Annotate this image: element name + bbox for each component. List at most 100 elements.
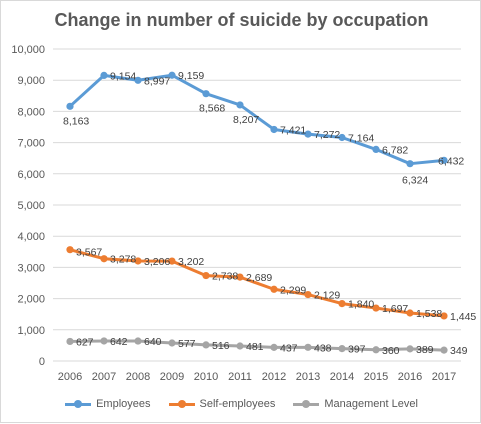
data-point [168,257,176,265]
data-point [134,257,142,265]
data-label: 516 [212,340,230,352]
data-point [202,341,210,349]
data-point [372,304,380,312]
data-label: 397 [348,344,366,356]
data-point [66,246,74,254]
data-label: 642 [110,336,128,348]
y-tick-label: 7,000 [17,138,45,150]
data-point [236,273,244,281]
x-tick-label: 2007 [92,371,116,383]
y-tick-label: 1,000 [17,325,45,337]
data-label: 438 [314,342,332,354]
y-tick-label: 8,000 [17,106,45,118]
data-label: 9,159 [178,70,204,82]
data-point [406,345,414,353]
legend-item: Management Level [293,398,418,410]
data-point [304,290,312,299]
series-line [69,248,445,318]
data-point [168,71,176,79]
legend-label: Management Level [324,398,418,410]
data-label: 6,324 [402,175,428,187]
data-point [270,125,278,134]
data-label: 7,164 [348,132,374,144]
x-tick-label: 2006 [58,371,82,383]
data-label: 349 [450,345,468,357]
data-label: 627 [76,336,94,348]
x-tick-label: 2008 [126,371,150,383]
data-point [440,312,448,320]
data-label: 1,697 [382,303,408,315]
x-tick-label: 2014 [330,371,354,383]
legend-label: Self-employees [199,398,276,410]
y-tick-label: 3,000 [17,262,45,274]
legend-swatch [293,398,320,410]
data-point [100,71,108,79]
data-label: 577 [178,338,196,350]
data-label: 7,272 [314,129,340,141]
data-label: 3,202 [178,256,204,268]
x-tick-label: 2015 [364,371,388,383]
data-point [270,285,278,293]
data-point [406,309,414,317]
series-line [69,339,445,352]
data-point [440,156,448,164]
y-tick-label: 2,000 [17,294,45,306]
data-label: 2,129 [314,290,340,302]
data-label: 481 [246,341,264,353]
legend-label: Employees [96,398,151,410]
data-point [236,101,244,109]
data-point [100,255,108,263]
data-point [134,337,142,345]
legend-swatch [168,398,195,410]
series-line [68,73,445,166]
x-tick-label: 2011 [228,371,252,383]
data-label: 389 [416,344,434,356]
data-label: 437 [280,342,298,354]
data-point [304,130,312,138]
y-tick-label: 10,000 [11,44,45,56]
data-point [66,102,74,110]
data-point [304,343,312,351]
data-label: 1,445 [450,311,476,323]
data-label: 640 [144,336,162,348]
data-label: 6,432 [438,155,464,167]
data-point [338,299,346,308]
data-label: 1,840 [348,299,374,311]
data-point [440,346,448,354]
y-tick-label: 6,000 [17,169,45,181]
data-label: 8,207 [233,114,259,126]
data-point [202,271,210,280]
legend-swatch [65,398,92,410]
x-tick-label: 2016 [398,371,422,383]
data-point [236,342,244,350]
data-point [134,76,142,84]
data-point [168,339,176,347]
data-label: 8,568 [199,103,225,115]
x-tick-label: 2013 [296,371,320,383]
legend-item: Employees [65,398,151,410]
data-point [372,346,380,354]
chart-title: Change in number of suicide by occupatio… [54,10,429,30]
data-point [338,345,346,353]
data-label: 7,421 [280,124,306,136]
data-label: 6,782 [382,144,408,156]
y-tick-label: 4,000 [17,231,45,243]
x-tick-label: 2017 [432,371,456,383]
data-label: 2,689 [246,272,272,284]
data-label: 3,278 [110,254,136,266]
data-point [66,337,74,346]
y-tick-label: 9,000 [17,75,45,87]
data-point [270,343,278,351]
data-point [338,133,346,142]
data-label: 360 [382,345,400,357]
data-label: 1,538 [416,308,442,320]
data-point [406,160,414,168]
y-tick-label: 0 [39,356,45,368]
data-point [372,145,380,154]
data-label: 8,997 [144,75,170,87]
data-label: 2,738 [212,271,238,283]
y-tick-label: 5,000 [17,200,45,212]
data-label: 8,163 [63,115,89,127]
